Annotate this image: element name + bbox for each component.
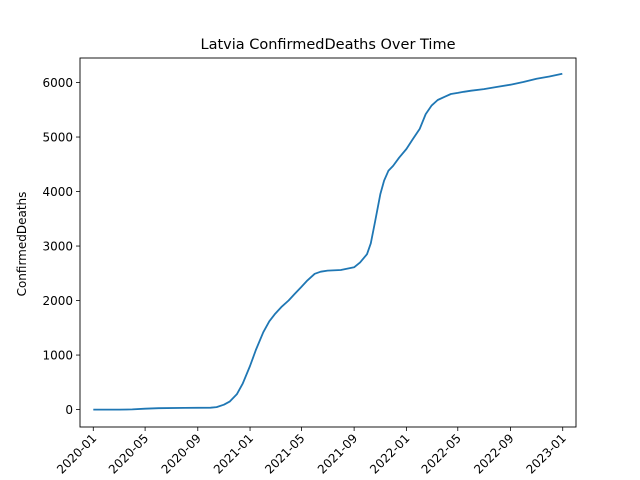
y-axis-label: ConfirmedDeaths [15, 192, 29, 297]
y-tick-label: 4000 [42, 185, 73, 199]
series-line [93, 72, 563, 411]
y-tick-label: 5000 [42, 130, 73, 144]
x-tick-label: 2022-01 [367, 431, 412, 476]
x-tick-label: 2020-05 [106, 431, 151, 476]
x-tick-label: 2021-05 [262, 431, 307, 476]
x-tick-label: 2020-09 [159, 431, 204, 476]
y-tick-label: 3000 [42, 239, 73, 253]
x-tick-label: 2023-01 [523, 431, 568, 476]
chart-title: Latvia ConfirmedDeaths Over Time [200, 37, 455, 53]
y-tick-label: 0 [65, 403, 73, 417]
x-tick-label: 2021-01 [211, 431, 256, 476]
y-tick-label: 1000 [42, 348, 73, 362]
x-tick-label: 2020-01 [54, 431, 99, 476]
x-tick-label: 2022-05 [419, 431, 464, 476]
plot-frame [79, 57, 577, 428]
x-tick-label: 2021-09 [315, 431, 360, 476]
y-tick-label: 6000 [42, 76, 73, 90]
x-tick-label: 2022-09 [471, 431, 516, 476]
y-tick-label: 2000 [42, 294, 73, 308]
